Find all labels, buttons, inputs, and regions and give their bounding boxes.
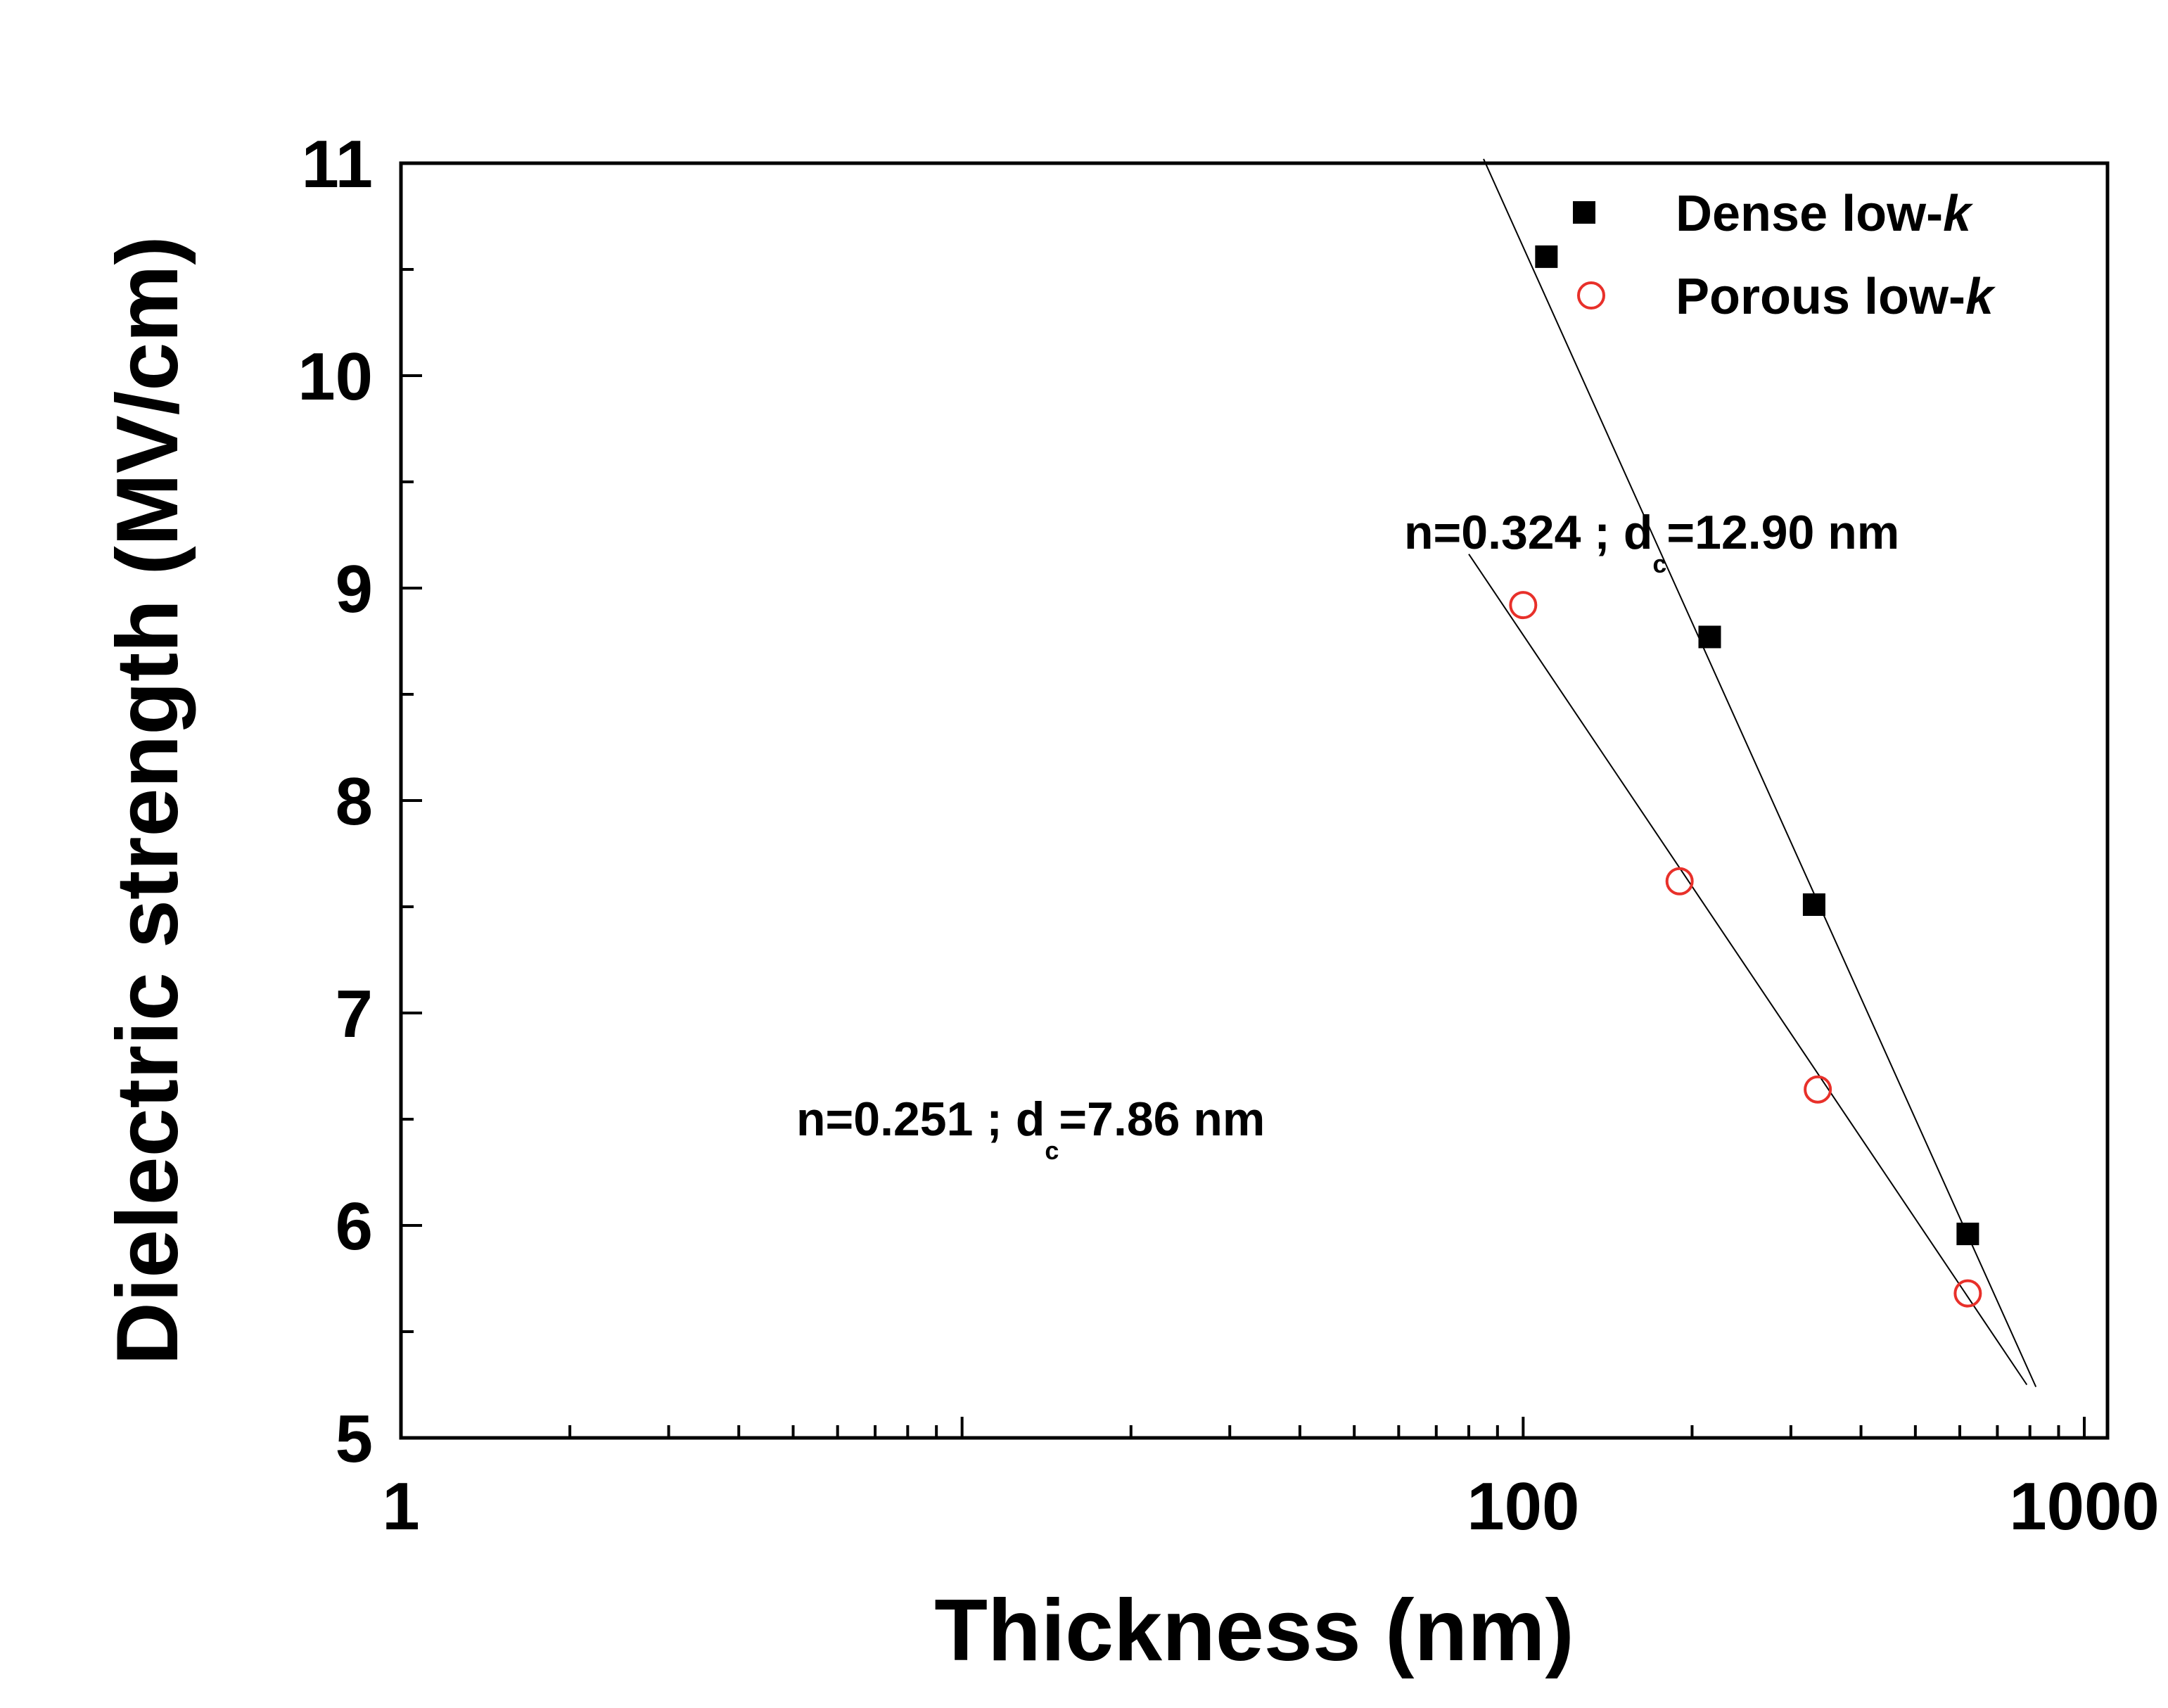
legend-label-porous-italic: k <box>1965 269 1996 325</box>
legend-label-porous-main: Porous low- <box>1676 269 1965 325</box>
legend-marker-dense <box>1573 201 1595 224</box>
y-tick-label: 8 <box>336 764 373 839</box>
data-point-porous <box>1804 1075 1832 1104</box>
data-point-dense <box>1535 245 1558 268</box>
legend-label-dense-main: Dense low- <box>1676 186 1943 242</box>
annotation-porous-sub: c <box>1045 1136 1059 1165</box>
fit-lines <box>1468 158 2037 1387</box>
data-point-porous <box>1509 591 1538 620</box>
annotation-dense-fit: n=0.324 ; dc=12.90 nm <box>1404 506 1899 578</box>
x-tick-label: 1000 <box>2009 1469 2160 1544</box>
annotation-porous-suffix: =7.86 nm <box>1059 1092 1265 1146</box>
data-point-dense <box>1698 625 1721 649</box>
y-tick-label: 10 <box>298 339 373 414</box>
x-tick-label: 100 <box>1467 1469 1579 1544</box>
legend: Dense low-k Porous low-k <box>1573 186 1996 325</box>
legend-marker-porous <box>1577 281 1605 310</box>
legend-label-dense: Dense low-k <box>1676 186 1974 242</box>
y-tick-label: 11 <box>302 127 373 202</box>
data-point-porous <box>1665 867 1694 896</box>
x-tick-label: 1 <box>382 1469 419 1544</box>
annotation-dense-prefix: n=0.324 ; d <box>1404 506 1652 559</box>
y-axis-title: Dielectric strength (MV/cm) <box>99 236 196 1365</box>
annotation-dense-sub: c <box>1652 549 1666 578</box>
annotation-porous-fit: n=0.251 ; dc=7.86 nm <box>796 1092 1265 1165</box>
data-point-porous <box>1953 1279 1982 1308</box>
data-points <box>1509 245 1982 1308</box>
x-axis-title: Thickness (nm) <box>934 1582 1574 1679</box>
fit-line-porous <box>1468 554 2028 1386</box>
data-point-dense <box>1956 1223 1979 1246</box>
tick-labels: 1 100 1000 5 6 7 8 9 10 11 <box>298 127 2160 1544</box>
y-tick-label: 9 <box>336 552 373 627</box>
fit-line-dense <box>1483 158 2037 1387</box>
data-point-dense <box>1802 893 1825 916</box>
annotation-dense-suffix: =12.90 nm <box>1666 506 1899 559</box>
legend-label-porous: Porous low-k <box>1676 269 1996 325</box>
annotation-porous-prefix: n=0.251 ; d <box>796 1092 1045 1146</box>
y-tick-label: 5 <box>336 1401 373 1477</box>
legend-label-dense-italic: k <box>1943 186 1974 242</box>
y-tick-label: 6 <box>336 1189 373 1264</box>
plot-frame <box>399 161 2110 1440</box>
y-tick-label: 7 <box>336 976 373 1052</box>
